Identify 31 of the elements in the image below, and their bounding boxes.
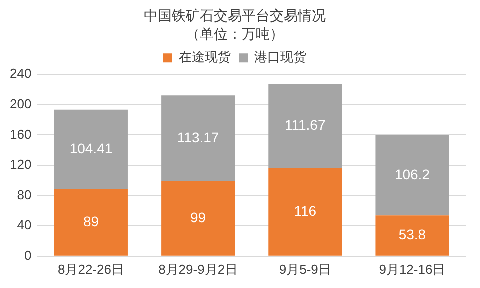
data-label: 99 [190, 210, 206, 226]
bar [162, 181, 236, 256]
data-label: 116 [294, 203, 317, 220]
chart-subtitle: （单位：万吨） [186, 26, 284, 42]
bar [54, 110, 128, 189]
data-label: 113.17 [177, 129, 220, 146]
y-tick-label: 0 [24, 248, 32, 263]
chart-title: 中国铁矿石交易平台交易情况 [144, 7, 326, 24]
x-tick-label: 8月29-9月2日 [158, 262, 238, 277]
bar [162, 96, 236, 182]
y-tick-label: 160 [10, 126, 32, 142]
x-tick-label: 8月22-26日 [58, 262, 124, 277]
data-label: 111.67 [285, 117, 326, 134]
y-tick-label: 240 [10, 66, 32, 82]
y-tick-label: 200 [10, 96, 32, 112]
bar [54, 188, 128, 256]
bar [268, 168, 342, 256]
legend-label: 在途现货 [179, 50, 231, 65]
data-label: 106.2 [394, 166, 430, 182]
x-tick-label: 9月5-9日 [279, 262, 332, 277]
data-label: 89 [83, 213, 100, 230]
legend-label: 港口现货 [254, 50, 306, 65]
y-tick-label: 40 [17, 218, 32, 233]
x-tick-label: 9月12-16日 [379, 262, 446, 277]
data-label: 104.41 [70, 140, 113, 156]
y-tick-label: 120 [10, 157, 32, 172]
bar [376, 216, 450, 256]
bar [268, 84, 342, 169]
y-tick-label: 80 [17, 187, 32, 202]
data-label: 53.8 [398, 226, 426, 243]
bar [376, 135, 450, 216]
